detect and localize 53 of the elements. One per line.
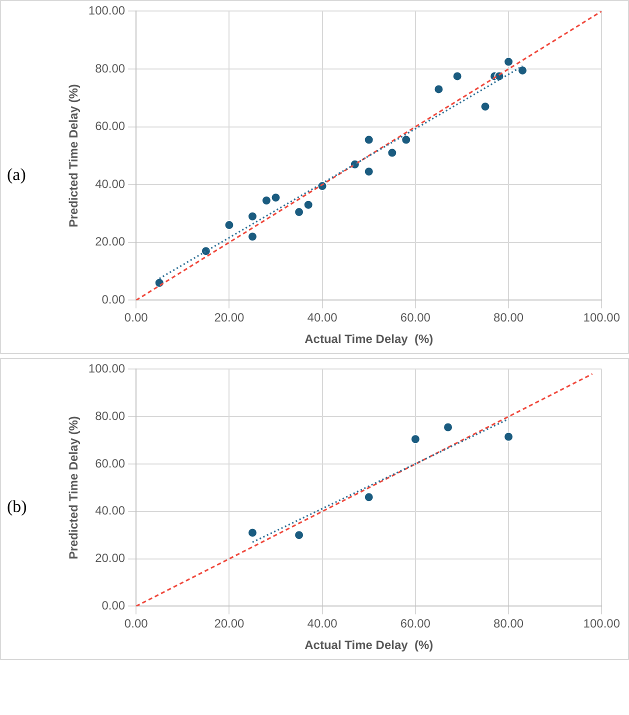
point — [504, 432, 514, 442]
point — [364, 492, 374, 502]
x-tick-label: 0.00 — [124, 310, 148, 325]
point — [504, 56, 514, 67]
y-tick-label: 40.00 — [95, 504, 126, 518]
point — [294, 530, 304, 540]
point — [261, 195, 272, 206]
y-tick-label: 60.00 — [95, 119, 126, 134]
text: (a) — [7, 165, 26, 185]
point — [480, 102, 490, 112]
point — [410, 434, 420, 444]
point — [247, 528, 258, 538]
y-tick-label: 80.00 — [95, 61, 126, 76]
x-tick-label: 60.00 — [400, 310, 431, 325]
x-tick-label: 80.00 — [494, 310, 524, 325]
y-axis-title: Predicted Time Delay (%) — [66, 84, 81, 228]
point — [443, 422, 454, 432]
x-tick-label: 20.00 — [214, 310, 245, 325]
y-tick-label: 20.00 — [95, 234, 126, 249]
y-axis-title: Predicted Time Delay (%) — [66, 416, 81, 560]
point — [518, 65, 528, 76]
y-tick-label: 100.00 — [88, 362, 126, 376]
y-tick-label: 100.00 — [88, 4, 126, 18]
x-tick-label: 60.00 — [400, 616, 431, 631]
point — [247, 232, 258, 242]
point — [387, 148, 398, 158]
y-tick-label: 0.00 — [102, 598, 126, 613]
x-tick-label: 100.00 — [583, 310, 620, 325]
point — [200, 246, 211, 256]
point — [294, 207, 304, 218]
point — [247, 211, 258, 222]
y-tick-label: 0.00 — [102, 292, 126, 307]
x-tick-label: 80.00 — [494, 616, 524, 631]
point — [364, 134, 374, 145]
x-tick-label: 0.00 — [124, 616, 148, 631]
point — [224, 220, 234, 230]
text: (b) — [7, 497, 27, 517]
y-tick-label: 40.00 — [95, 176, 126, 191]
x-axis-title: Actual Time Delay (%) — [304, 332, 434, 346]
x-tick-label: 100.00 — [583, 616, 620, 631]
point — [364, 166, 374, 177]
point — [401, 134, 412, 145]
point — [452, 71, 462, 82]
y-tick-label: 20.00 — [95, 551, 126, 566]
point — [270, 192, 281, 203]
x-tick-label: 20.00 — [214, 616, 245, 631]
x-tick-label: 40.00 — [307, 616, 338, 631]
y-tick-label: 60.00 — [95, 456, 126, 470]
point — [434, 84, 444, 94]
x-axis-title: Actual Time Delay (%) — [304, 638, 434, 652]
y-tick-label: 80.00 — [95, 408, 126, 423]
point — [303, 200, 314, 210]
x-tick-label: 40.00 — [307, 310, 338, 325]
